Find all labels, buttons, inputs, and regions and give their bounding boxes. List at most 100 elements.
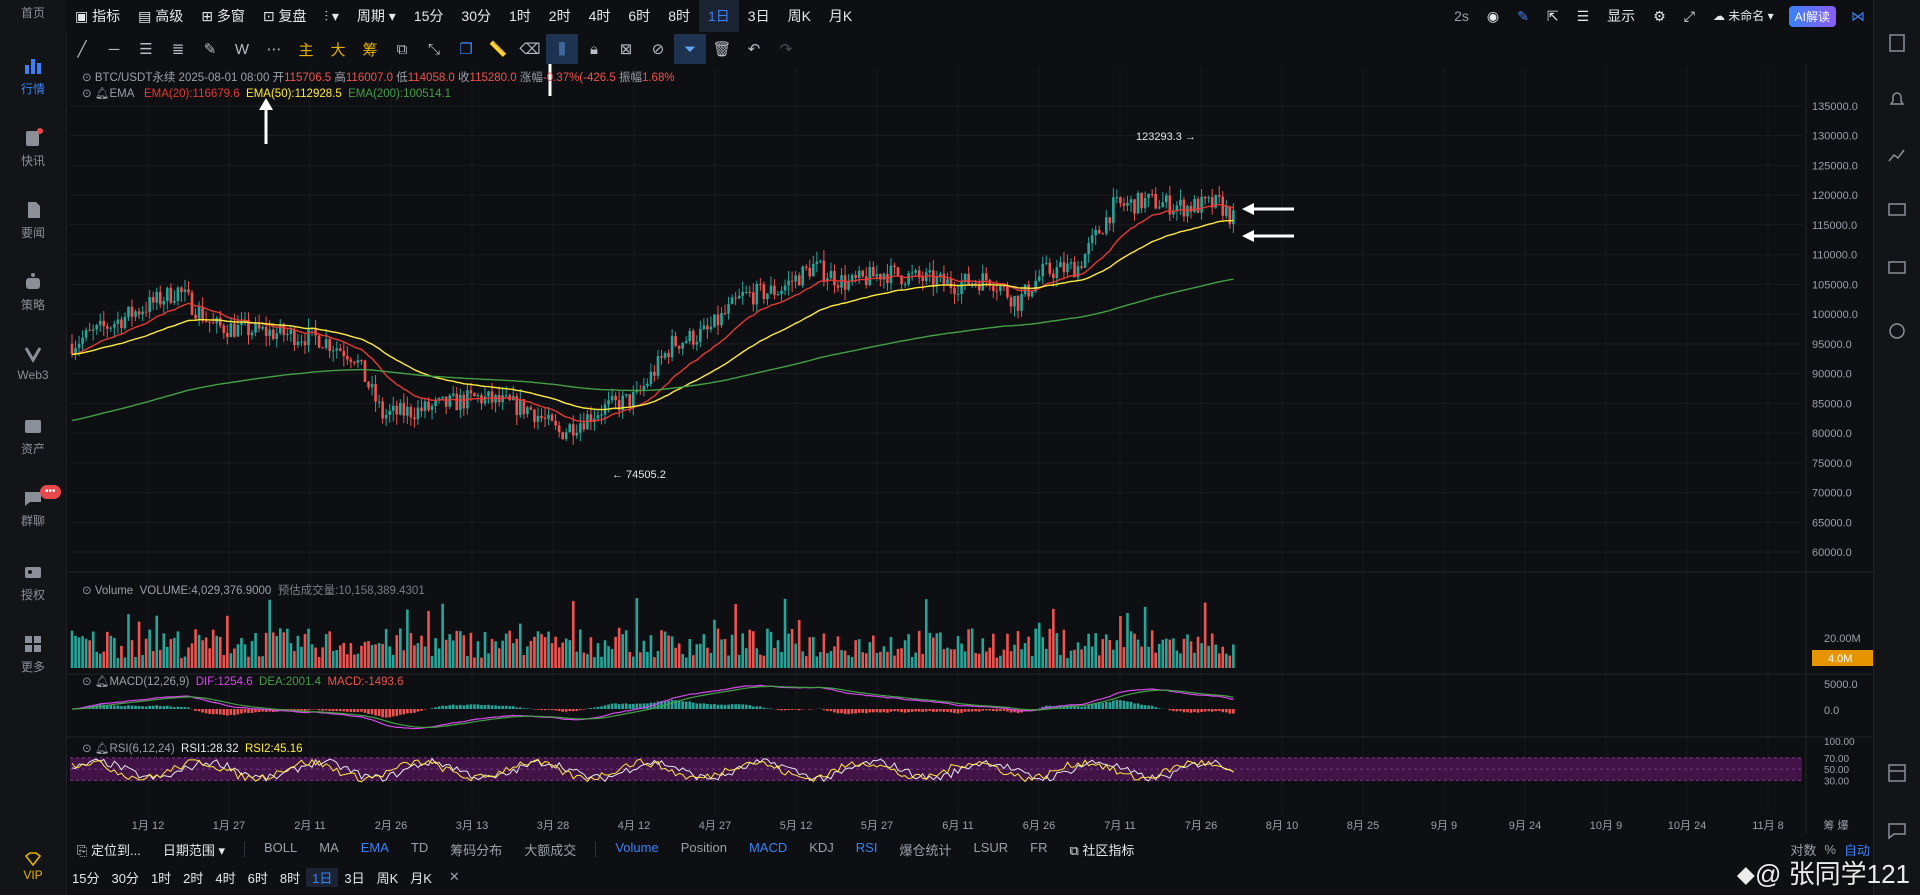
locate-button[interactable]: ⎘ 定位到... [66, 840, 152, 859]
main-indicator-4[interactable]: 筹码分布 [450, 842, 503, 858]
main-indicator-1[interactable]: MA [319, 839, 339, 855]
sidebar-item-flash[interactable]: 快讯 [0, 128, 66, 169]
eraser-icon[interactable]: ⌫ [519, 41, 541, 58]
bottom-interval-tab-4[interactable]: 4时 [215, 870, 236, 886]
copy-icon[interactable]: ❐ [459, 41, 473, 58]
list-icon[interactable]: ☰ [1576, 8, 1590, 24]
brush-tool-icon[interactable]: ✎ [203, 41, 217, 58]
display-button[interactable]: 显示 [1607, 8, 1636, 24]
horizontal-line-tool-icon[interactable]: ─ [108, 40, 120, 58]
sub-indicator-5[interactable]: 爆仓统计 [899, 842, 952, 858]
layout-name-dropdown[interactable]: ☁ 未命名 ▾ [1712, 9, 1774, 23]
bottom-interval-tab-3[interactable]: 2时 [183, 870, 204, 886]
fib-tool-icon[interactable]: ≣ [171, 41, 185, 58]
sidebar-item-auth[interactable]: 授权 [0, 562, 66, 603]
magnet-icon[interactable]: ⫼ [546, 34, 578, 64]
compare-icon[interactable]: ⧉ [396, 40, 408, 58]
bottom-interval-tab-6[interactable]: 8时 [279, 870, 301, 886]
ruler-icon[interactable]: 📏 [488, 41, 508, 58]
interval-tab-10[interactable]: 月K [828, 8, 853, 24]
sub-indicator-3[interactable]: KDJ [809, 839, 834, 855]
sidebar-item-more[interactable]: 更多 [0, 634, 66, 675]
bottom-interval-tab-7[interactable]: 1日 [306, 867, 339, 887]
main-force-icon[interactable]: 主 [298, 41, 314, 59]
period-dropdown[interactable]: 周期 ▾ [348, 0, 405, 32]
monitor-icon[interactable] [1886, 200, 1908, 222]
collapse-icon[interactable]: ⊙ [82, 743, 95, 755]
briefcase-icon[interactable] [1886, 256, 1908, 278]
interval-tab-6[interactable]: 8时 [668, 8, 690, 24]
layout-icon[interactable] [1886, 762, 1908, 784]
bottom-interval-tab-0[interactable]: 15分 [72, 870, 100, 886]
signal-icon[interactable] [1886, 320, 1908, 342]
interval-tab-2[interactable]: 1时 [509, 8, 531, 24]
trash-icon[interactable]: 🗑︎ [712, 41, 732, 58]
message-icon[interactable] [1886, 820, 1908, 842]
measure-icon[interactable]: ⤡ [427, 40, 440, 58]
main-indicator-5[interactable]: 大额成交 [524, 842, 577, 858]
parallel-lines-tool-icon[interactable]: ☰ [139, 41, 153, 58]
more-tools-icon[interactable]: ⋯ [266, 41, 282, 58]
sub-indicator-2[interactable]: MACD [748, 839, 788, 855]
sidebar-item-home[interactable]: 首页 [0, 4, 66, 21]
sidebar-item-headlines[interactable]: 要闻 [0, 200, 66, 241]
redo-icon[interactable]: ↷ [779, 41, 793, 58]
interval-tab-8[interactable]: 3日 [747, 8, 770, 24]
sub-indicator-6[interactable]: LSUR [973, 839, 1009, 855]
undo-icon[interactable]: ↶ [747, 41, 761, 58]
log-scale-toggle[interactable]: 对数 [1790, 842, 1817, 858]
bell-icon[interactable]: 🔔︎ [94, 676, 110, 688]
chart-canvas[interactable]: 135000.0 130000.0 125000.0 120000.0 115000.0… [66, 64, 1874, 834]
advanced-button[interactable]: ▤ 高级 [129, 0, 192, 32]
collapse-icon[interactable]: ⊙ [82, 585, 95, 597]
sub-indicator-0[interactable]: Volume [615, 839, 659, 855]
wave-tool-icon[interactable]: W [234, 40, 250, 58]
lock-icon[interactable]: 🔒︎ [590, 40, 598, 58]
chart-type-dropdown[interactable]: ⫶ ▾ [316, 0, 348, 32]
sub-indicator-1[interactable]: Position [680, 839, 727, 855]
interval-tab-1[interactable]: 30分 [461, 8, 491, 24]
close-icon[interactable]: ✕ [448, 869, 460, 884]
bottom-interval-tab-8[interactable]: 3日 [344, 870, 365, 886]
large-order-icon[interactable]: 大 [330, 41, 346, 59]
bottom-interval-tab-1[interactable]: 30分 [111, 870, 139, 886]
camera-icon[interactable]: ◉ [1486, 8, 1500, 24]
date-range-dropdown[interactable]: 日期范围 ▾ [162, 842, 226, 858]
bottom-interval-tab-2[interactable]: 1时 [150, 870, 172, 886]
bell-icon[interactable] [1886, 88, 1908, 110]
interval-tab-3[interactable]: 2时 [548, 8, 571, 24]
bottom-interval-tab-9[interactable]: 周K [376, 870, 399, 886]
sidebar-item-market[interactable]: 行情 [0, 56, 66, 97]
percent-scale-toggle[interactable]: % [1824, 841, 1836, 857]
collapse-icon[interactable]: ⊙ [82, 676, 95, 688]
bottom-interval-tab-10[interactable]: 月K [410, 870, 432, 886]
pencil-icon[interactable]: ✎ [1517, 8, 1529, 24]
sub-indicator-7[interactable]: FR [1030, 839, 1048, 855]
chip-icon[interactable]: 筹 [362, 41, 378, 59]
fullscreen-icon[interactable]: ⤢ [1683, 8, 1695, 24]
document-icon[interactable] [1886, 32, 1908, 54]
sidebar-item-web3[interactable]: Web3 [0, 344, 66, 382]
sub-indicator-4[interactable]: RSI [855, 839, 878, 855]
main-indicator-3[interactable]: TD [410, 839, 429, 855]
interval-tab-7[interactable]: 1日 [698, 0, 739, 32]
community-indicators-button[interactable]: ⧉ 社区指标 [1059, 840, 1146, 859]
interval-tab-4[interactable]: 4时 [588, 8, 611, 24]
indicator-button[interactable]: ▣ 指标 [66, 0, 129, 32]
filter-icon[interactable]: ⏷ [674, 34, 706, 64]
bell-icon[interactable]: 🔔︎ [94, 743, 110, 755]
share-network-icon[interactable]: ⋈ [1851, 8, 1865, 24]
interval-tab-9[interactable]: 周K [787, 8, 811, 24]
replay-button[interactable]: ⊡ 复盘 [254, 0, 316, 32]
link-icon[interactable]: ⊘ [651, 41, 665, 58]
interval-tab-5[interactable]: 6时 [628, 8, 651, 24]
trend-line-tool-icon[interactable]: ╱ [77, 41, 87, 58]
collapse-icon[interactable]: ⊙ [82, 72, 95, 84]
visibility-icon[interactable]: ⊠ [619, 41, 633, 58]
interval-tab-0[interactable]: 15分 [413, 8, 444, 24]
main-indicator-0[interactable]: BOLL [264, 839, 298, 855]
ai-interpret-button[interactable]: AI解读 [1788, 5, 1836, 27]
refresh-rate[interactable]: 2s [1454, 8, 1469, 24]
auto-scale-toggle[interactable]: 自动 [1843, 842, 1870, 858]
sidebar-item-strategy[interactable]: 策略 [0, 272, 66, 313]
